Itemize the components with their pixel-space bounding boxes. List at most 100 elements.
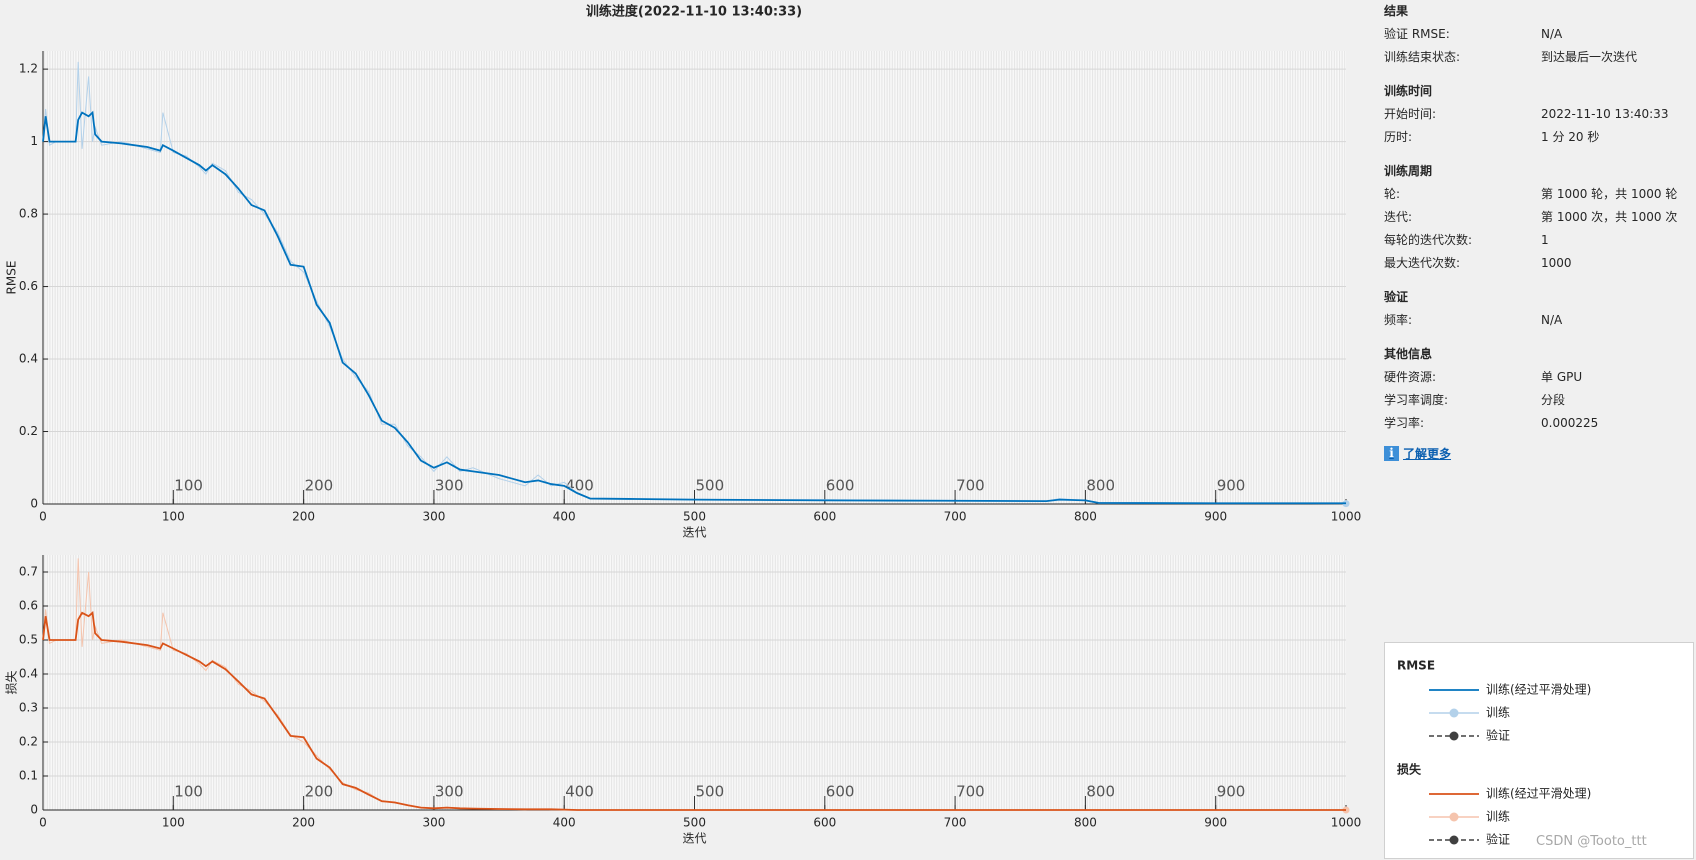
section-title: 结果 (1384, 4, 1409, 18)
x-axis-label: 迭代 (682, 526, 706, 540)
legend-title: 损失 (1397, 762, 1422, 777)
epoch-label: 400 (565, 783, 594, 801)
info-label: 最大迭代次数: (1384, 256, 1461, 270)
info-label: 历时: (1384, 130, 1413, 144)
x-tick-label: 400 (553, 816, 576, 830)
x-tick-label: 100 (162, 816, 185, 830)
info-value: 2022-11-10 13:40:33 (1541, 107, 1669, 121)
info-row: 频率: N/A (1384, 309, 1684, 332)
legend-marker (1449, 708, 1459, 718)
legend-label: 训练(经过平滑处理) (1486, 786, 1591, 801)
y-tick-label: 0.4 (19, 352, 38, 366)
page-title: 训练进度(2022-11-10 13:40:33) (586, 4, 802, 20)
y-tick-label: 0.1 (19, 769, 38, 783)
y-axis-label: RMSE (5, 261, 19, 295)
x-tick-label: 700 (944, 510, 967, 524)
y-tick-label: 0 (30, 803, 38, 817)
y-tick-label: 0.4 (19, 667, 38, 681)
info-label: 学习率: (1384, 416, 1425, 430)
y-tick-label: 1.2 (19, 62, 38, 76)
info-row: 学习率: 0.000225 (1384, 412, 1684, 435)
x-tick-label: 600 (813, 510, 836, 524)
epoch-label: 700 (956, 783, 985, 801)
x-tick-label: 400 (553, 510, 576, 524)
info-row: 开始时间: 2022-11-10 13:40:33 (1384, 103, 1684, 126)
legend-label: 训练 (1486, 705, 1510, 720)
y-tick-label: 0.5 (19, 633, 38, 647)
y-tick-label: 0 (30, 497, 38, 511)
x-tick-label: 0 (39, 816, 47, 830)
y-tick-label: 0.2 (19, 424, 38, 438)
info-row: 迭代: 第 1000 次，共 1000 次 (1384, 206, 1684, 229)
epoch-label: 900 (1217, 477, 1246, 495)
x-tick-label: 100 (162, 510, 185, 524)
info-row: 轮: 第 1000 轮，共 1000 轮 (1384, 183, 1684, 206)
smoothed-line (42, 611, 1346, 811)
info-label: 验证 RMSE: (1384, 27, 1450, 41)
plot-area (43, 555, 1346, 810)
legend-label: 训练 (1486, 809, 1510, 824)
info-label: 频率: (1384, 313, 1413, 327)
epoch-label: 200 (305, 477, 334, 495)
info-value: 0.000225 (1541, 416, 1599, 430)
info-row: 每轮的迭代次数: 1 (1384, 229, 1684, 252)
info-value: N/A (1541, 313, 1563, 327)
info-label: 训练结束状态: (1384, 50, 1461, 64)
info-label: 轮: (1384, 187, 1401, 201)
x-tick-label: 600 (813, 816, 836, 830)
section-title: 其他信息 (1384, 347, 1433, 361)
info-row: 学习率调度: 分段 (1384, 389, 1684, 412)
legend-marker (1449, 731, 1459, 741)
info-label: 迭代: (1384, 210, 1413, 224)
info-value: 1 (1541, 233, 1549, 247)
y-tick-label: 0.2 (19, 735, 38, 749)
y-tick-label: 1 (30, 134, 38, 148)
info-panel: 结果 验证 RMSE: N/A 训练结束状态: 到达最后一次迭代 训练时间 开始时间: 202… (1384, 0, 1684, 462)
legend-label: 验证 (1486, 832, 1510, 847)
epoch-label: 100 (174, 783, 203, 801)
plot-area (43, 51, 1346, 504)
epoch-label: 200 (305, 783, 334, 801)
learn-more-link[interactable]: i 了解更多 (1384, 445, 1684, 462)
link-text[interactable]: 了解更多 (1403, 447, 1452, 461)
epoch-label: 400 (565, 477, 594, 495)
smoothed-line (42, 110, 1346, 505)
y-tick-label: 0.8 (19, 207, 38, 221)
section-title: 验证 (1384, 290, 1409, 304)
info-value: 第 1000 次，共 1000 次 (1541, 210, 1678, 224)
y-tick-label: 0.3 (19, 701, 38, 715)
x-tick-label: 900 (1204, 816, 1227, 830)
x-tick-label: 300 (422, 816, 445, 830)
x-tick-label: 900 (1204, 510, 1227, 524)
legend-label: 验证 (1486, 728, 1510, 743)
info-row: 历时: 1 分 20 秒 (1384, 126, 1684, 149)
training-plots: 训练进度(2022-11-10 13:40:33) 0 0.2 0.4 0.6 0.8 1… (4, 4, 1362, 846)
epoch-label: 500 (696, 783, 725, 801)
legend-marker (1449, 835, 1459, 845)
info-value: 分段 (1541, 393, 1566, 407)
section-title: 训练周期 (1384, 164, 1433, 178)
info-row: 训练结束状态: 到达最后一次迭代 (1384, 46, 1684, 69)
info-icon: i (1384, 446, 1399, 461)
epoch-label: 900 (1217, 783, 1246, 801)
info-value: 第 1000 轮，共 1000 轮 (1541, 187, 1678, 201)
x-axis-label: 迭代 (682, 832, 706, 846)
watermark: CSDN @Tooto_ttt (1536, 834, 1647, 849)
epoch-label: 800 (1086, 783, 1115, 801)
x-tick-label: 700 (944, 816, 967, 830)
epoch-label: 600 (826, 783, 855, 801)
x-tick-label: 1000 (1331, 816, 1362, 830)
y-tick-label: 0.7 (19, 565, 38, 579)
x-tick-label: 800 (1074, 816, 1097, 830)
epoch-label: 300 (435, 477, 464, 495)
info-label: 硬件资源: (1384, 370, 1437, 384)
x-tick-label: 200 (292, 510, 315, 524)
epoch-label: 800 (1086, 477, 1115, 495)
legend-marker (1449, 812, 1459, 822)
info-value: 1 分 20 秒 (1541, 130, 1600, 144)
legend-title: RMSE (1397, 659, 1435, 673)
info-value: 1000 (1541, 256, 1572, 270)
y-axis-label: 损失 (4, 670, 19, 694)
